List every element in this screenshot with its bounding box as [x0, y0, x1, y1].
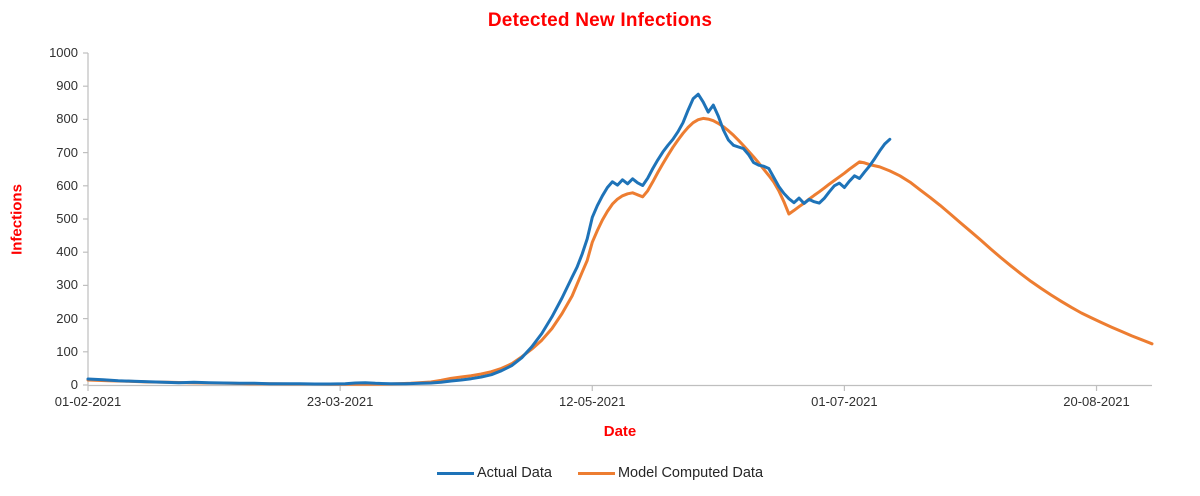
x-tick-label: 23-03-2021 [306, 394, 374, 409]
y-tick-label: 900 [56, 78, 78, 94]
x-tick-label: 20-08-2021 [1063, 394, 1130, 409]
actual-data-line-swatch [436, 471, 474, 475]
legend-label-actual-data: Actual Data [476, 465, 552, 481]
chart-legend: Actual Data Model Computed Data [0, 465, 1200, 481]
model-computed-data-line [86, 116, 1154, 386]
chart-title: Detected New Infections [487, 10, 713, 31]
x-axis-title: Date [603, 423, 637, 440]
model-computed-data-line-swatch [577, 471, 615, 475]
actual-data-line [86, 92, 892, 386]
legend-label-model-computed-data: Model Computed Data [617, 465, 764, 481]
y-tick-label: 0 [70, 377, 78, 392]
y-tick-label: 500 [56, 211, 78, 226]
y-tick-label: 100 [56, 343, 78, 359]
y-tick-label: 300 [56, 277, 78, 293]
y-tick-label: 200 [56, 310, 78, 326]
y-tick-label: 1000 [49, 45, 78, 60]
x-tick-label: 01-02-2021 [54, 394, 122, 409]
x-tick-label: 12-05-2021 [559, 394, 626, 409]
legend-item-actual-data: Actual Data [436, 465, 552, 481]
y-tick-label: 700 [56, 144, 78, 160]
y-tick-label: 400 [56, 244, 78, 260]
y-tick-label: 600 [56, 177, 78, 193]
legend-item-model-computed-data: Model Computed Data [577, 465, 764, 481]
y-tick-label: 800 [56, 111, 78, 127]
x-tick-label: 01-07-2021 [811, 394, 878, 409]
